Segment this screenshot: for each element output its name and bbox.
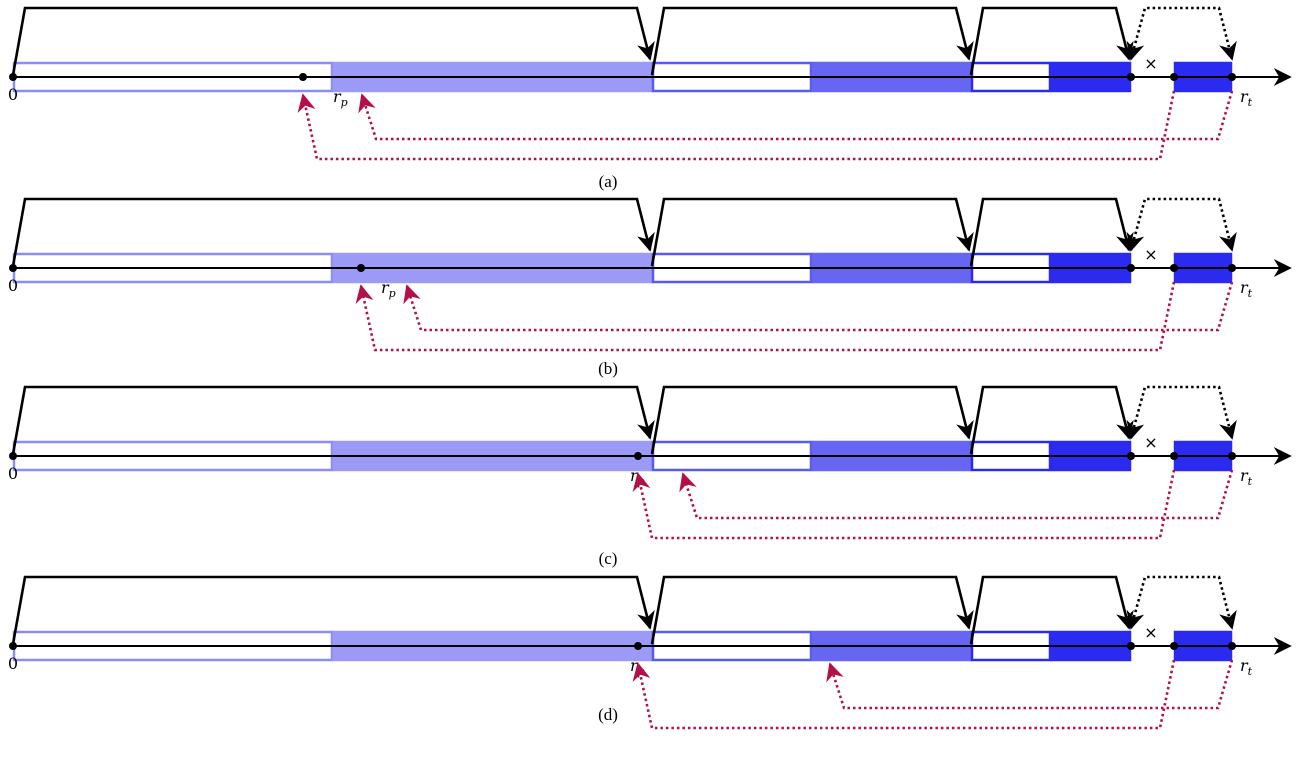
- jump-arc-3: [969, 385, 1134, 455]
- rp-subscript: p: [341, 96, 348, 109]
- panel-a: ×0 rp rt(a): [8, 6, 1292, 191]
- axis-dot: [9, 73, 17, 81]
- jump-arc-1: [11, 575, 655, 645]
- red-dotted-arrow-1: [297, 90, 1176, 161]
- rt-label: rt: [1240, 278, 1253, 300]
- jump-arc-2: [650, 575, 974, 645]
- panel-d: ×0 rp rt(d): [8, 575, 1292, 730]
- axis-dot: [1170, 264, 1178, 272]
- axis-dot: [1170, 452, 1178, 460]
- rt-subscript: t: [1248, 96, 1253, 109]
- jump-arc-1: [11, 197, 655, 267]
- rt-subscript: t: [1248, 287, 1253, 300]
- panel-caption: (a): [599, 172, 618, 191]
- jump-arc-2: [650, 6, 974, 76]
- panel-caption: (b): [598, 359, 618, 378]
- origin-label: 0: [8, 85, 18, 104]
- jump-arc-2: [650, 197, 974, 267]
- jump-arc-3: [969, 575, 1134, 645]
- axis-dot: [1228, 73, 1236, 81]
- axis-dot: [1127, 642, 1135, 650]
- origin-label: 0: [8, 464, 18, 483]
- axis-dot: [1228, 642, 1236, 650]
- red-dotted-arrow-2: [403, 281, 1234, 332]
- origin-label: 0: [8, 276, 18, 295]
- panel-caption: (d): [598, 705, 618, 724]
- rt-label: rt: [1240, 656, 1253, 678]
- red-dotted-arrow-2: [826, 659, 1234, 710]
- rt-subscript: t: [1248, 475, 1253, 488]
- red-dotted-arrow-1: [355, 281, 1176, 352]
- panel-caption: (c): [599, 549, 618, 568]
- cross-mark: ×: [1144, 623, 1157, 642]
- axis-dot: [1170, 73, 1178, 81]
- jump-arc-2: [650, 385, 974, 455]
- jump-arc-3: [969, 6, 1134, 76]
- red-dotted-arrow-2: [679, 469, 1234, 520]
- rp-dot: [357, 264, 365, 272]
- panel-b: ×0 rp rt(b): [8, 197, 1292, 378]
- axis-dot: [9, 642, 17, 650]
- axis-dot: [1170, 642, 1178, 650]
- panel-c: ×0 rp rt(c): [8, 385, 1292, 568]
- jump-arc-dotted: [1126, 575, 1237, 630]
- axis-dot: [1228, 264, 1236, 272]
- jump-arc-dotted: [1126, 197, 1237, 252]
- rt-label: rt: [1240, 466, 1253, 488]
- axis-dot: [1127, 264, 1135, 272]
- red-dotted-arrow-1: [632, 659, 1176, 730]
- jump-arc-3: [969, 197, 1134, 267]
- cross-mark: ×: [1144, 433, 1157, 452]
- jump-arc-dotted: [1126, 385, 1237, 440]
- red-dotted-arrow-2: [358, 90, 1234, 141]
- red-dotted-arrow-1: [632, 469, 1176, 540]
- rp-dot: [634, 452, 642, 460]
- rp-subscript: p: [389, 287, 396, 300]
- cross-mark: ×: [1144, 54, 1157, 73]
- axis-dot: [1228, 452, 1236, 460]
- origin-label: 0: [8, 654, 18, 673]
- rt-subscript: t: [1248, 665, 1253, 678]
- jump-arc-dotted: [1126, 6, 1237, 61]
- rt-label: rt: [1240, 87, 1253, 109]
- axis-dot: [1127, 73, 1135, 81]
- axis-dot: [9, 264, 17, 272]
- cross-mark: ×: [1144, 245, 1157, 264]
- jump-arc-1: [11, 385, 655, 455]
- rp-dot: [634, 642, 642, 650]
- rp-dot: [299, 73, 307, 81]
- jump-arc-1: [11, 6, 655, 76]
- axis-dot: [9, 452, 17, 460]
- axis-dot: [1127, 452, 1135, 460]
